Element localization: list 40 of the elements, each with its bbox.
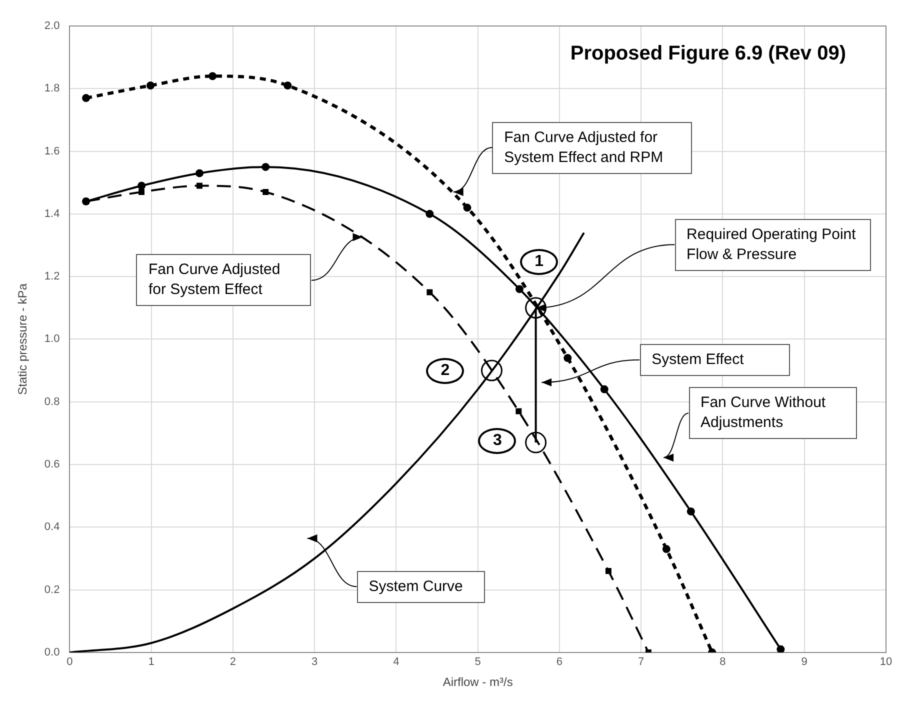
x-tick-label: 0	[66, 656, 73, 668]
y-tick-label: 1.8	[44, 82, 60, 95]
callout-box: Fan Curve Adjusted for System Effect and RPM	[492, 122, 692, 174]
x-tick-label: 8	[720, 656, 726, 668]
x-tick-label: 7	[638, 656, 644, 668]
text: Proposed Figure 6.9 (Rev 09)	[570, 42, 846, 65]
y-tick-label: 1.4	[44, 208, 60, 220]
y-tick-label: 1.6	[44, 145, 60, 158]
callout-box: Fan Curve Without Adjustments	[688, 387, 857, 440]
x-axis-title: Airflow - m³/s	[442, 675, 513, 690]
annotation: Fan Curve Adjusted for System Effect and RPM	[504, 128, 664, 166]
x-tick-label: 10	[880, 656, 892, 668]
x-tick-label: 3	[312, 656, 318, 668]
annotation: System Effect	[652, 350, 744, 368]
callout-box: Fan Curve Adjusted for System Effect	[136, 254, 312, 306]
callout-box: System Effect	[640, 344, 790, 376]
annotation: Fan Curve Adjusted for System Effect	[148, 261, 280, 298]
annotation: Required Operating Point Flow & Pressure	[686, 226, 856, 263]
x-tick-label: 4	[393, 656, 400, 668]
y-tick-label: 0.2	[44, 584, 60, 596]
x-tick-label: 1	[148, 656, 154, 668]
annotation: 3	[478, 428, 516, 454]
y-tick-label: 0.8	[44, 396, 60, 408]
annotation: System Curve	[368, 578, 463, 595]
y-tick-label: 0.6	[44, 458, 60, 471]
x-tick-label: 6	[556, 656, 563, 668]
x-tick-label: 5	[474, 656, 481, 668]
x-tick-label: 2	[230, 656, 236, 668]
callout-box: Required Operating Point Flow & Pressure	[674, 218, 871, 271]
y-axis-title: Static pressure - kPa	[16, 283, 30, 395]
y-tick-label: 2.0	[44, 20, 60, 32]
annotation: 2	[426, 358, 464, 384]
y-tick-label: 1.0	[44, 333, 60, 346]
x-tick-label: 9	[801, 656, 808, 668]
annotation: 1	[520, 249, 558, 276]
annotation: Fan Curve Without Adjustments	[700, 394, 826, 432]
y-tick-label: 1.2	[44, 270, 60, 283]
y-tick-label: 0.4	[44, 521, 60, 534]
callout-box: System Curve	[356, 570, 485, 603]
y-tick-label: 0.0	[44, 646, 60, 658]
